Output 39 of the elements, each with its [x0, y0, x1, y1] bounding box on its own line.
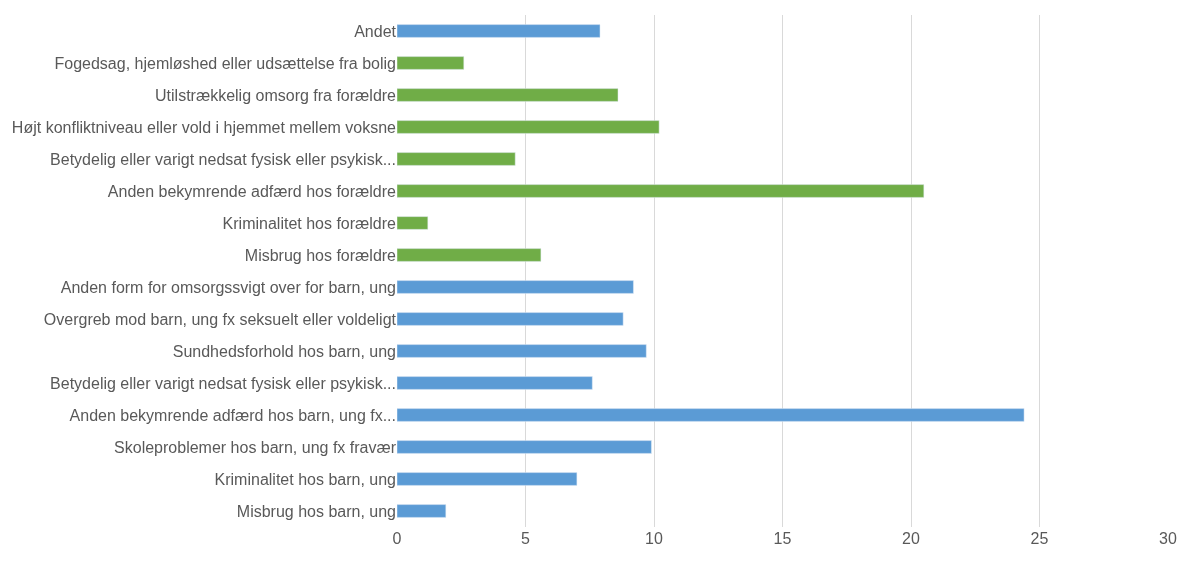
bar	[397, 312, 624, 326]
y-tick-label: Kriminalitet hos barn, ung	[214, 470, 396, 488]
bar	[397, 504, 447, 518]
y-tick-label: Misbrug hos barn, ung	[236, 502, 396, 520]
x-tick-label: 5	[521, 530, 531, 547]
bar	[397, 56, 465, 70]
bar	[397, 216, 429, 230]
bar	[397, 408, 1025, 422]
y-tick-label: Sundhedsforhold hos barn, ung	[172, 342, 396, 360]
y-tick-label: Utilstrækkelig omsorg fra forældre	[155, 86, 397, 104]
y-tick-label: Overgreb mod barn, ung fx seksuelt eller voldeligt	[43, 310, 397, 328]
bar	[397, 152, 516, 166]
bar	[397, 24, 601, 38]
y-tick-label: Betydelig eller varigt nedsat fysisk eller psykisk...	[50, 374, 396, 392]
x-tick-label: 20	[902, 530, 920, 547]
bar	[397, 472, 578, 486]
y-tick-label: Betydelig eller varigt nedsat fysisk eller psykisk...	[50, 150, 396, 168]
bar	[397, 184, 925, 198]
bar	[397, 88, 619, 102]
y-tick-label: Andet	[354, 22, 397, 40]
y-tick-label: Anden bekymrende adfærd hos forældre	[107, 182, 397, 200]
y-tick-label: Misbrug hos forældre	[244, 246, 397, 264]
bar	[397, 280, 634, 294]
bar	[397, 344, 647, 358]
bar	[397, 440, 652, 454]
x-tick-label: 0	[392, 530, 402, 547]
y-tick-label: Kriminalitet hos forældre	[222, 214, 397, 232]
y-tick-label: Skoleproblemer hos barn, ung fx fravær	[114, 438, 397, 456]
x-tick-label: 25	[1030, 530, 1049, 547]
x-tick-label: 15	[773, 530, 792, 547]
y-tick-label: Anden bekymrende adfærd hos barn, ung fx...	[69, 406, 396, 424]
bar	[397, 248, 542, 262]
y-tick-label: Anden form for omsorgssvigt over for barn, ung	[60, 278, 396, 296]
x-tick-label: 10	[645, 530, 663, 547]
y-tick-label: Fogedsag, hjemløshed eller udsættelse fra bolig	[54, 54, 396, 72]
x-tick-label: 30	[1159, 530, 1177, 547]
bar	[397, 120, 660, 134]
bar	[397, 376, 593, 390]
y-tick-label: Højt konfliktniveau eller vold i hjemmet mellem voksne	[11, 118, 397, 136]
